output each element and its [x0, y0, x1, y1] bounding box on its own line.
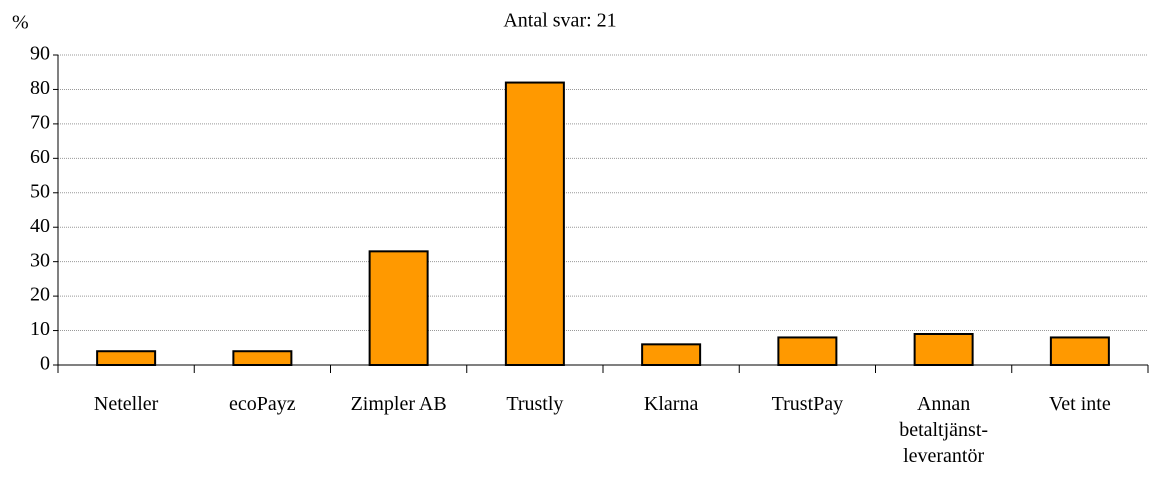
- chart-title: Antal svar: 21: [503, 10, 616, 32]
- y-tick-label: 50: [30, 180, 50, 202]
- x-tick-label: Annan betaltjänst-leverantör: [899, 393, 989, 467]
- y-tick-label: 40: [30, 215, 50, 237]
- y-tick-label: 80: [30, 77, 50, 99]
- bar: [232, 350, 293, 367]
- bar: [504, 81, 565, 367]
- bar: [913, 333, 974, 366]
- y-tick-label: 20: [30, 284, 50, 306]
- y-tick-label: 90: [30, 43, 50, 65]
- x-tick-label: Vet inte: [1049, 393, 1111, 415]
- bar: [368, 250, 429, 366]
- bar: [777, 336, 838, 367]
- bar: [641, 343, 702, 367]
- y-tick-label: 10: [30, 318, 50, 340]
- x-tick-label: TrustPay: [771, 393, 844, 415]
- y-tick-label: 60: [30, 146, 50, 168]
- x-tick-label: ecoPayz: [229, 393, 296, 415]
- bar: [1049, 336, 1110, 367]
- x-tick-label: Zimpler AB: [350, 393, 447, 415]
- y-tick-label: 0: [40, 353, 50, 375]
- y-tick-label: 30: [30, 249, 50, 271]
- x-tick-label: Neteller: [93, 393, 159, 415]
- y-tick-label: 70: [30, 111, 50, 133]
- x-tick-label: Klarna: [643, 393, 699, 415]
- y-axis-label: %: [12, 12, 29, 34]
- bar: [96, 350, 157, 367]
- x-tick-label: Trustly: [506, 393, 564, 415]
